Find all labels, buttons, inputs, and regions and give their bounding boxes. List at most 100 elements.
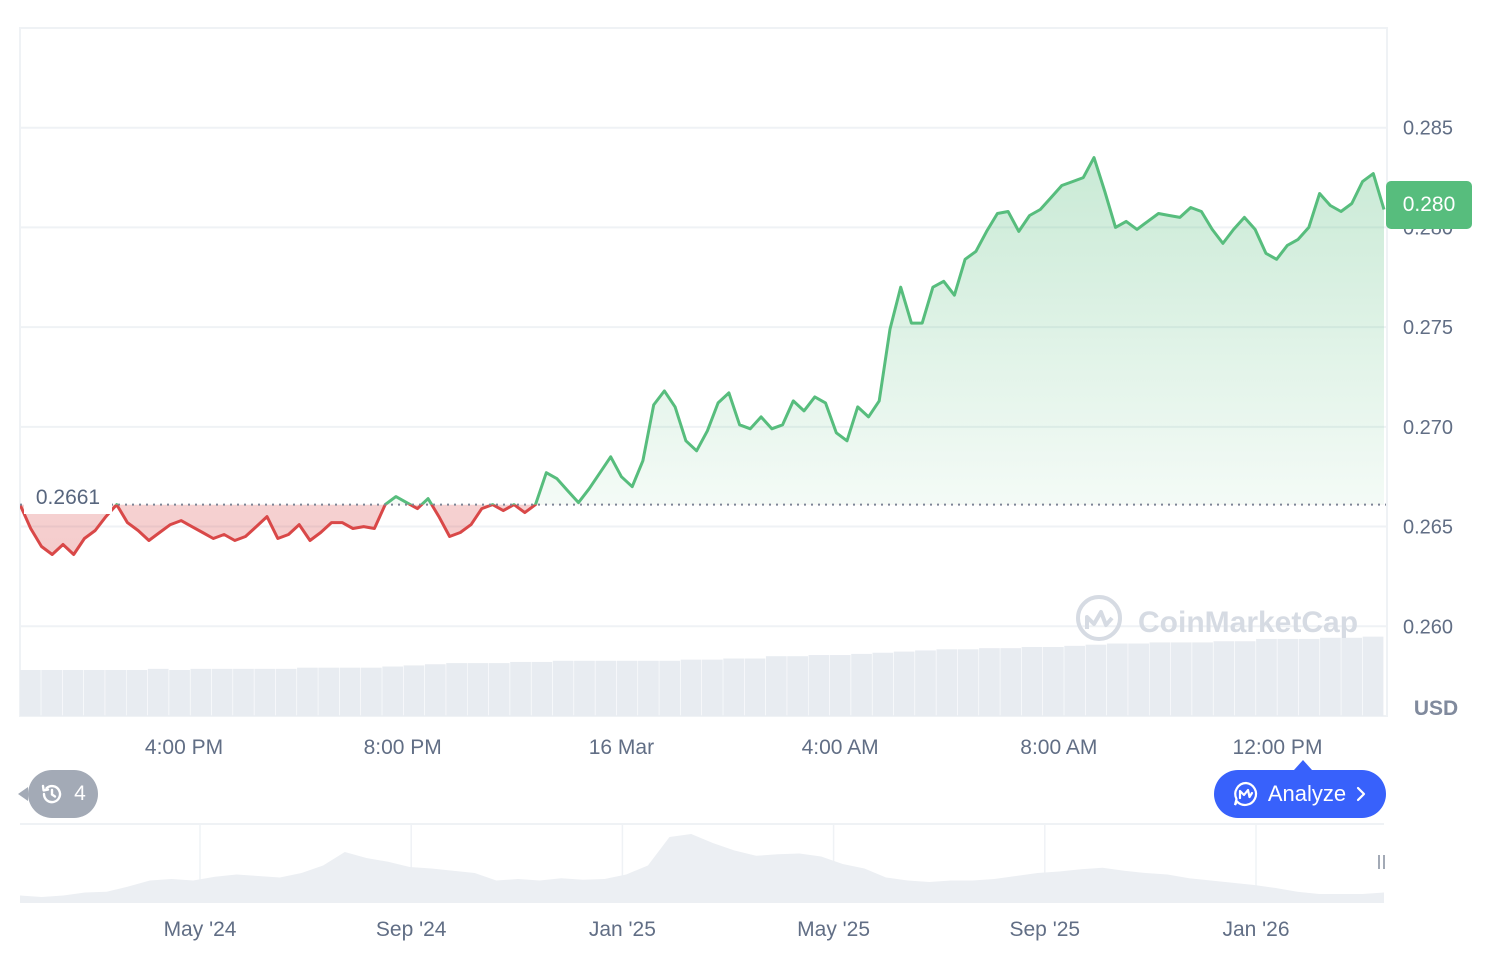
y-tick-label: 0.285 [1403,118,1453,140]
volume-bar [872,652,894,716]
analyze-label: Analyze [1267,781,1347,806]
history-count: 4 [74,782,86,805]
volume-bar [318,667,340,716]
overview-x-tick-label: Jan '26 [1222,918,1289,941]
volume-bar [851,653,872,716]
volume-bar [787,656,808,716]
volume-bar [20,670,41,716]
volume-bar [1149,642,1171,716]
volume-bar [936,649,958,716]
x-tick-label: 8:00 PM [364,736,442,759]
overview-handle-icon[interactable] [1378,855,1385,869]
volume-bar [1021,647,1043,716]
ai-analyze-icon [1233,781,1257,807]
area-down [20,504,1384,555]
volume-bar [339,667,361,716]
area-up [20,157,1384,505]
x-tick-label: 4:00 AM [802,736,879,759]
overview-chart[interactable] [20,823,1384,903]
price-area [20,157,1384,555]
volume-bar [659,660,681,716]
overview-x-tick-label: May '25 [797,918,870,941]
volume-bar [531,661,553,716]
volume-bar [382,666,404,716]
volume-bar [1320,637,1341,716]
volume-bar [467,663,489,716]
volume-bar [893,651,915,716]
y-tick-label: 0.275 [1403,317,1453,339]
volume-bar [83,670,105,716]
y-tick-label: 0.270 [1403,417,1453,439]
volume-bar [638,660,659,716]
volume-bar [702,659,723,716]
price-line [20,156,1386,556]
volume-bar [1128,643,1149,716]
line-up [20,156,1386,505]
volume-bar [297,667,318,716]
history-button[interactable]: 4 [18,770,98,818]
overview-area [20,834,1384,903]
volume-bar [723,658,745,716]
volume-bar [41,670,63,716]
x-tick-label: 4:00 PM [145,736,223,759]
volume-bar [1192,642,1213,716]
line-down [20,504,538,556]
volume-bar [1256,638,1277,716]
y-tick-label: 0.260 [1403,616,1453,638]
volume-bar [957,649,979,716]
volume-bar [488,663,510,716]
volume-bar [403,665,425,716]
volume-bar [616,660,638,716]
x-tick-label: 12:00 PM [1233,736,1323,759]
overview-x-tick-label: Sep '25 [1010,918,1081,941]
volume-bar [1298,638,1320,716]
currency-label: USD [1414,697,1458,720]
volume-bar [765,656,787,716]
coinmarketcap-logo-icon [1076,595,1122,641]
reference-price-label: 0.2661 [24,482,112,514]
volume-bar [744,658,766,716]
analyze-button[interactable]: Analyze [1214,760,1386,818]
volume-bar [424,664,446,716]
watermark-text: CoinMarketCap [1138,606,1358,639]
history-icon [41,784,62,804]
overview-x-tick-label: May '24 [164,918,237,941]
overview-x-tick-label: Sep '24 [376,918,447,941]
y-tick-label: 0.265 [1403,517,1453,539]
volume-bar [1341,637,1363,716]
volume-bar [595,660,617,716]
volume-bar [147,668,169,716]
volume-bar [1106,643,1128,716]
current-price-tag: 0.280 [1386,181,1472,229]
volume-bar [62,670,84,716]
volume-bar [915,650,936,716]
overview-x-axis: May '24 Sep '24 Jan '25 May '25 Sep '25 Jan '… [164,918,1290,941]
volume-bar [211,668,233,716]
volume-bar [1064,645,1086,716]
volume-bars [20,636,1384,716]
volume-bar [1085,644,1107,716]
volume-bar [829,655,851,716]
volume-bar [1043,647,1064,716]
volume-bar [1170,642,1192,716]
volume-bar [680,659,702,716]
x-tick-label: 16 Mar [589,736,654,759]
volume-bar [126,670,148,716]
volume-bar [510,661,531,716]
x-axis: 4:00 PM 8:00 PM 16 Mar 4:00 AM 8:00 AM 12:00 … [145,736,1323,759]
chevron-right-icon [1357,786,1366,802]
volume-bar [233,668,254,716]
volume-bar [446,663,467,716]
volume-bar [1000,648,1022,716]
volume-bar [1277,638,1299,716]
volume-bar [190,668,212,716]
volume-bar [254,668,276,716]
volume-bar [574,660,595,716]
volume-bar [979,648,1000,716]
volume-bar [361,667,382,716]
volume-bar [275,668,297,716]
x-tick-label: 8:00 AM [1020,736,1097,759]
overview-x-tick-label: Jan '25 [589,918,656,941]
volume-bar [1234,641,1256,716]
volume-bar [1213,641,1235,716]
